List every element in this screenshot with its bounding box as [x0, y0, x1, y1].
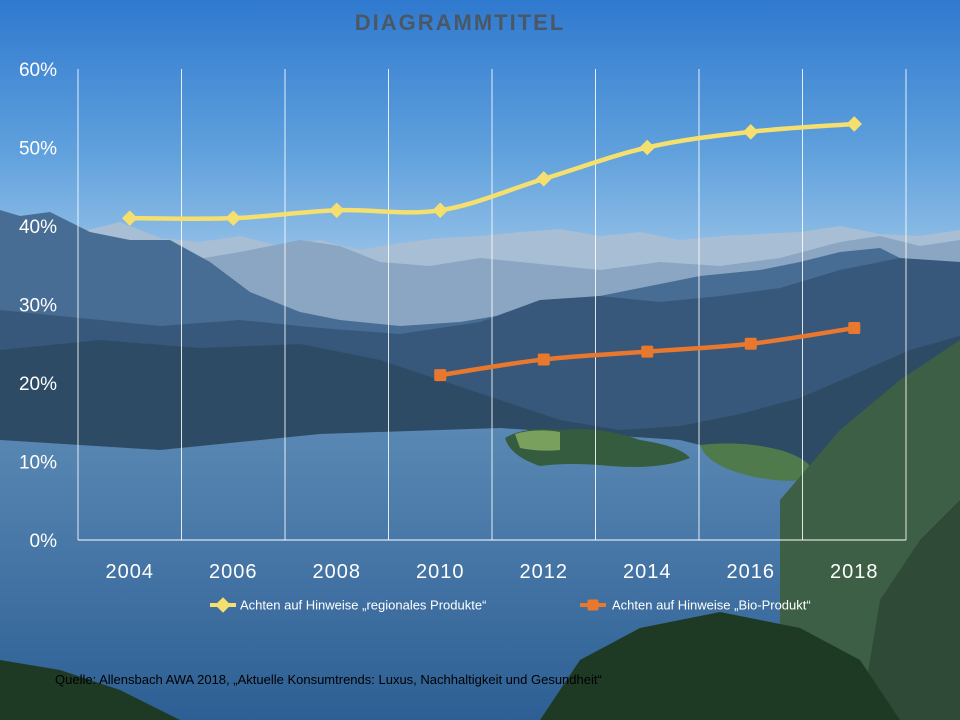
x-tick-label: 2006 — [209, 561, 258, 583]
y-tick-label: 10% — [19, 453, 57, 474]
data-point-bio — [848, 322, 861, 335]
legend-marker-regional — [215, 597, 231, 613]
x-tick-label: 2010 — [416, 561, 465, 583]
y-tick-label: 20% — [19, 374, 57, 395]
legend-label-regional: Achten auf Hinweise „regionales Produkte… — [240, 598, 486, 613]
data-point-bio — [537, 353, 550, 366]
source-note: Quelle: Allensbach AWA 2018, „Aktuelle K… — [55, 672, 602, 687]
data-point-regional — [846, 116, 863, 132]
y-tick-label: 50% — [19, 139, 57, 160]
series-line-regional — [127, 121, 857, 221]
legend-item-regional: Achten auf Hinweise „regionales Produkte… — [210, 597, 486, 613]
data-point-regional — [742, 124, 759, 140]
data-point-regional — [639, 139, 656, 156]
legend: Achten auf Hinweise „regionales Produkte… — [210, 597, 811, 613]
data-point-regional — [328, 202, 345, 219]
x-tick-label: 2018 — [830, 561, 879, 583]
chart-title: DIAGRAMMTITEL — [355, 10, 566, 35]
y-axis: 0% 10% 20% 30% 40% 50% 60% — [19, 60, 57, 552]
y-tick-label: 30% — [19, 296, 57, 317]
data-point-regional — [535, 171, 552, 187]
data-point-regional — [225, 210, 242, 226]
data-point-bio — [744, 337, 757, 350]
chart-grid — [77, 69, 907, 541]
y-tick-label: 60% — [19, 60, 57, 81]
data-point-bio — [434, 369, 447, 382]
x-tick-label: 2014 — [623, 561, 672, 583]
legend-label-bio: Achten auf Hinweise „Bio-Produkt“ — [612, 598, 811, 613]
data-point-regional — [432, 202, 449, 219]
data-point-bio — [641, 345, 654, 358]
legend-item-bio: Achten auf Hinweise „Bio-Produkt“ — [580, 598, 811, 613]
y-tick-label: 40% — [19, 217, 57, 238]
data-point-regional — [121, 210, 138, 226]
legend-marker-bio — [587, 599, 599, 611]
x-tick-label: 2012 — [520, 561, 569, 583]
x-axis: 2004 2006 2008 2010 2012 2014 2016 2018 — [106, 561, 879, 583]
plot-area — [121, 116, 863, 382]
x-tick-label: 2016 — [727, 561, 776, 583]
y-tick-label: 0% — [30, 531, 58, 552]
x-tick-label: 2004 — [106, 561, 155, 583]
x-tick-label: 2008 — [313, 561, 362, 583]
